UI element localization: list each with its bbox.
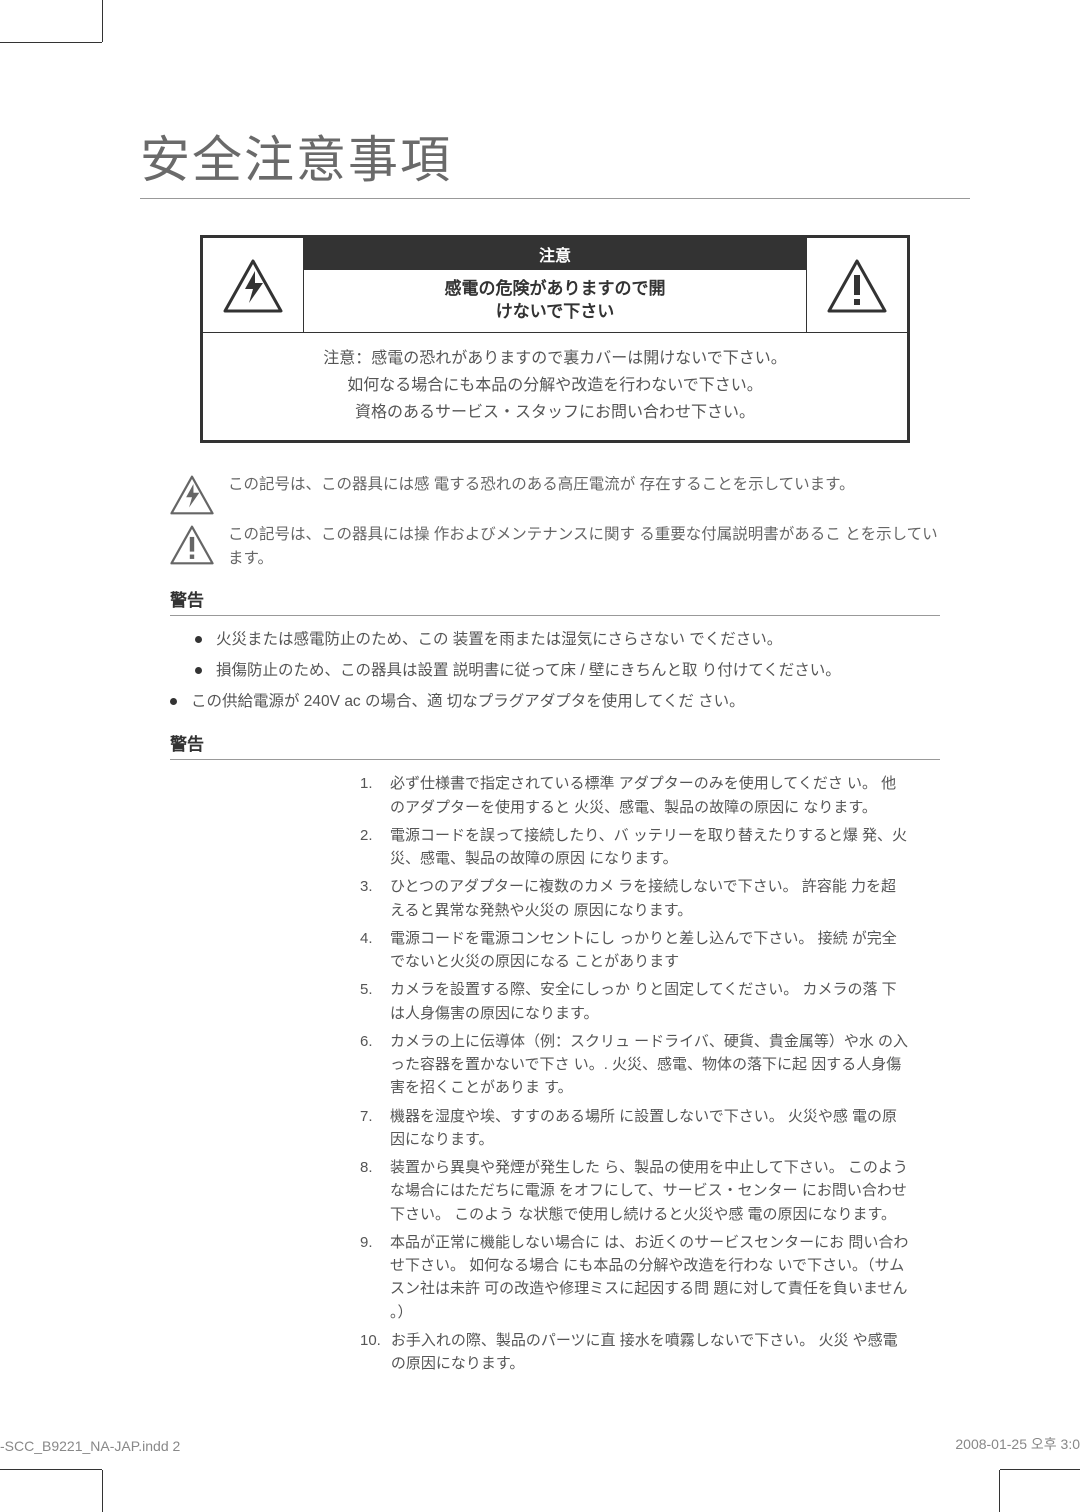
list-text: カメラの上に伝導体（例：スクリュ ードライバ、硬貨、貴金属等）や水 の入った容器… — [390, 1030, 910, 1100]
caution-body: 注意：感電の恐れがありますので裏カバーは開けないで下さい。 如何なる場合にも本品… — [203, 333, 907, 441]
list-item: 損傷防止のため、この器具は設置 説明書に従って床 / 壁にきちんと取 り付けてく… — [195, 659, 940, 684]
caution-body-l3: 資格のあるサービス・スタッフにお問い合わせ下さい。 — [223, 399, 887, 426]
crop-mark — [1000, 1469, 1080, 1470]
symbol-bolt-row: この記号は、この器具には感 電する恐れのある高圧電流が 存在することを示していま… — [170, 473, 940, 515]
warning-list-1: 火災または感電防止のため、この 装置を雨または湿気にさらさない でください。 損… — [195, 628, 940, 714]
list-item: 2. 電源コードを誤って接続したり、バ ッテリーを取り替えたりすると爆 発、火災、… — [360, 824, 910, 871]
list-text: カメラを設置する際、安全にしっか りと固定してください。 カメラの落 下は人身傷… — [390, 978, 910, 1025]
bullet-icon — [195, 667, 202, 674]
list-item: 1. 必ず仕様書で指定されている標準 アダプターのみを使用してくださ い。 他のア… — [360, 772, 910, 819]
list-text: 本品が正常に機能しない場合に は、お近くのサービスセンターにお 問い合わせ下さい… — [390, 1231, 910, 1324]
list-text: お手入れの際、製品のパーツに直 接水を噴霧しないで下さい。 火災 や感電の原因に… — [391, 1329, 910, 1376]
page-title: 安全注意事項 — [140, 120, 970, 199]
symbol-bolt-text: この記号は、この器具には感 電する恐れのある高圧電流が 存在することを示していま… — [228, 473, 855, 496]
list-num: 8. — [360, 1156, 380, 1179]
list-text: 損傷防止のため、この器具は設置 説明書に従って床 / 壁にきちんと取 り付けてく… — [216, 659, 841, 684]
caution-sub-l2: けないで下さい — [496, 302, 615, 321]
crop-mark — [999, 1470, 1000, 1512]
symbol-excl-text: この記号は、この器具には操 作およびメンテナンスに関す る重要な付属説明書がある… — [228, 523, 940, 570]
list-text: 必ず仕様書で指定されている標準 アダプターのみを使用してくださ い。 他のアダプ… — [390, 772, 910, 819]
list-num: 9. — [360, 1231, 380, 1254]
list-item: 3. ひとつのアダプターに複数のカメ ラを接続しないで下さい。 許容能 力を超える… — [360, 875, 910, 922]
exclamation-icon — [170, 525, 214, 565]
list-text: この供給電源が 240V ac の場合、適 切なプラグアダプタを使用してくだ さ… — [191, 690, 745, 715]
footer-timestamp: 2008-01-25 오후 3:0 — [955, 1434, 1080, 1454]
list-num: 5. — [360, 978, 380, 1001]
list-num: 10. — [360, 1329, 381, 1352]
bullet-icon — [170, 698, 177, 705]
bolt-icon — [170, 475, 214, 515]
bullet-icon — [195, 636, 202, 643]
warning-heading-2: 警告 — [170, 730, 940, 760]
list-item: 7. 機器を湿度や埃、すすのある場所 に設置しないで下さい。 火災や感 電の原因に… — [360, 1105, 910, 1152]
caution-box: 注意 感電の危険がありますので開 けないで下さい 注意：感電の恐れがありますので… — [200, 235, 910, 443]
list-item: 6. カメラの上に伝導体（例：スクリュ ードライバ、硬貨、貴金属等）や水 の入った… — [360, 1030, 910, 1100]
list-num: 4. — [360, 927, 380, 950]
warning-heading-1: 警告 — [170, 586, 940, 616]
symbol-excl-row: この記号は、この器具には操 作およびメンテナンスに関す る重要な付属説明書がある… — [170, 523, 940, 570]
warning-list-2: 1. 必ず仕様書で指定されている標準 アダプターのみを使用してくださ い。 他のア… — [360, 772, 910, 1375]
crop-mark — [0, 42, 102, 43]
list-text: 装置から異臭や発煙が発生した ら、製品の使用を中止して下さい。 このような場合に… — [390, 1156, 910, 1226]
list-item: 火災または感電防止のため、この 装置を雨または湿気にさらさない でください。 — [195, 628, 940, 653]
crop-mark — [102, 0, 103, 42]
list-text: 電源コードを電源コンセントにし っかりと差し込んで下さい。 接続 が完全でないと… — [390, 927, 910, 974]
list-num: 3. — [360, 875, 380, 898]
bolt-icon — [203, 238, 303, 332]
list-item: 4. 電源コードを電源コンセントにし っかりと差し込んで下さい。 接続 が完全でな… — [360, 927, 910, 974]
footer-filename: -SCC_B9221_NA-JAP.indd 2 — [0, 1438, 180, 1454]
list-text: 機器を湿度や埃、すすのある場所 に設置しないで下さい。 火災や感 電の原因になり… — [390, 1105, 910, 1152]
list-num: 1. — [360, 772, 380, 795]
caution-sub-l1: 感電の危険がありますので開 — [445, 279, 666, 298]
caution-body-l1: 注意：感電の恐れがありますので裏カバーは開けないで下さい。 — [223, 345, 887, 372]
list-item: 9. 本品が正常に機能しない場合に は、お近くのサービスセンターにお 問い合わせ下… — [360, 1231, 910, 1324]
caution-center: 注意 感電の危険がありますので開 けないで下さい — [303, 238, 807, 332]
list-num: 2. — [360, 824, 380, 847]
caution-top-row: 注意 感電の危険がありますので開 けないで下さい — [203, 238, 907, 333]
page-content: 安全注意事項 注意 感電の危険がありますので開 けないで下さい — [0, 0, 1080, 1375]
list-num: 7. — [360, 1105, 380, 1128]
list-item: 10. お手入れの際、製品のパーツに直 接水を噴霧しないで下さい。 火災 や感電の… — [360, 1329, 910, 1376]
list-item: 5. カメラを設置する際、安全にしっか りと固定してください。 カメラの落 下は人… — [360, 978, 910, 1025]
list-num: 6. — [360, 1030, 380, 1053]
list-text: 火災または感電防止のため、この 装置を雨または湿気にさらさない でください。 — [216, 628, 782, 653]
crop-mark — [0, 1469, 102, 1470]
exclamation-icon — [807, 238, 907, 332]
caution-header: 注意 — [304, 238, 806, 270]
list-item: この供給電源が 240V ac の場合、適 切なプラグアダプタを使用してくだ さ… — [170, 690, 940, 715]
caution-body-l2: 如何なる場合にも本品の分解や改造を行わないで下さい。 — [223, 372, 887, 399]
crop-mark — [102, 1470, 103, 1512]
list-text: ひとつのアダプターに複数のカメ ラを接続しないで下さい。 許容能 力を超えると異… — [390, 875, 910, 922]
list-item: 8. 装置から異臭や発煙が発生した ら、製品の使用を中止して下さい。 このような場… — [360, 1156, 910, 1226]
list-text: 電源コードを誤って接続したり、バ ッテリーを取り替えたりすると爆 発、火災、感電… — [390, 824, 910, 871]
caution-subtitle: 感電の危険がありますので開 けないで下さい — [304, 270, 806, 332]
